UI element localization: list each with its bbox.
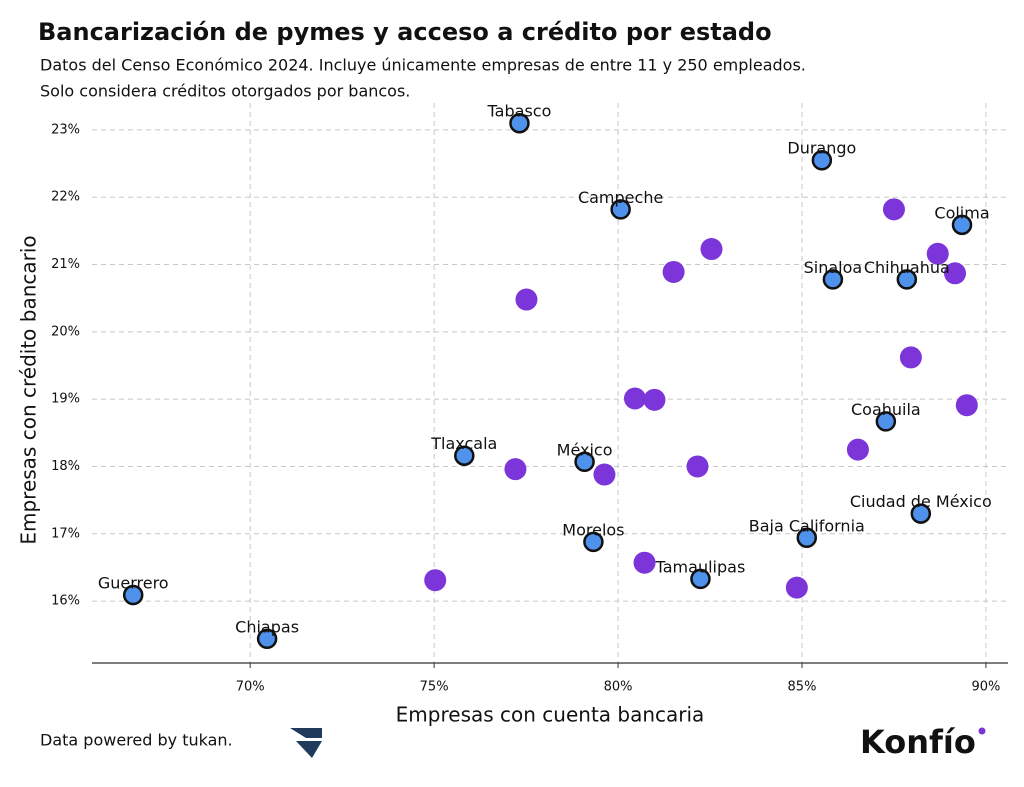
y-tick-label: 18% (51, 459, 80, 474)
point (785, 576, 808, 599)
point (882, 198, 905, 221)
point (700, 238, 723, 261)
x-tick-label: 75% (420, 680, 449, 695)
point (690, 568, 711, 590)
point-label: Coahuila (851, 400, 921, 419)
chart-title: Bancarización de pymes y acceso a crédit… (38, 18, 772, 46)
point (926, 242, 949, 265)
point-label: Chiapas (235, 617, 299, 636)
point-label: Baja California (749, 516, 865, 535)
x-tick-label: 80% (604, 680, 633, 695)
point-label: Tabasco (487, 102, 552, 121)
point (686, 455, 709, 478)
y-tick-label: 20% (51, 324, 80, 339)
credit: Data powered by tukan. (40, 731, 233, 750)
point (515, 288, 538, 311)
point-label: Morelos (562, 520, 624, 539)
point-label: Sinaloa (804, 258, 863, 277)
x-axis-label: Empresas con cuenta bancaria (396, 703, 705, 727)
y-tick-label: 17% (51, 526, 80, 541)
point-label: Campeche (578, 188, 663, 207)
point-label: Tlaxcala (430, 434, 497, 453)
point (875, 411, 897, 432)
y-tick-label: 21% (51, 257, 80, 272)
point-label: Chihuahua (864, 258, 950, 277)
y-tick-label: 23% (51, 122, 80, 137)
point (899, 346, 922, 369)
subtitle: Solo considera créditos otorgados por ba… (40, 82, 410, 101)
brand-dot (978, 727, 986, 735)
point (633, 551, 656, 574)
point (955, 394, 978, 417)
y-tick-label: 16% (51, 594, 80, 609)
point (910, 503, 932, 524)
point (811, 149, 833, 171)
point (944, 262, 967, 285)
point (951, 214, 973, 236)
y-tick-label: 22% (51, 190, 80, 205)
y-tick-label: 19% (51, 392, 80, 407)
point (846, 438, 869, 461)
point (122, 584, 144, 606)
x-tick-label: 70% (236, 680, 265, 695)
point (574, 451, 595, 472)
point (424, 569, 447, 592)
point-label: Colima (934, 203, 989, 222)
point (643, 388, 666, 411)
x-tick-label: 85% (788, 680, 817, 695)
x-tick-label: 90% (971, 680, 1000, 695)
point (454, 445, 475, 466)
point (593, 463, 616, 486)
point (796, 527, 818, 549)
point (256, 628, 278, 650)
point-label: Tamaulipas (655, 557, 746, 576)
tukan-logo (290, 728, 322, 758)
point (662, 260, 685, 283)
point (822, 269, 844, 290)
point (610, 199, 631, 220)
subtitle: Datos del Censo Económico 2024. Incluye … (40, 56, 806, 75)
y-axis-label: Empresas con crédito bancario (17, 235, 41, 544)
point (583, 531, 604, 553)
point (623, 387, 646, 410)
point-label: Durango (787, 139, 856, 158)
point (504, 458, 527, 481)
point (509, 112, 530, 134)
point (896, 269, 918, 290)
point-label: México (557, 440, 613, 459)
brand-logo: Konfío (860, 723, 976, 761)
point-label: Ciudad de México (850, 492, 992, 511)
point-label: Guerrero (98, 574, 169, 593)
